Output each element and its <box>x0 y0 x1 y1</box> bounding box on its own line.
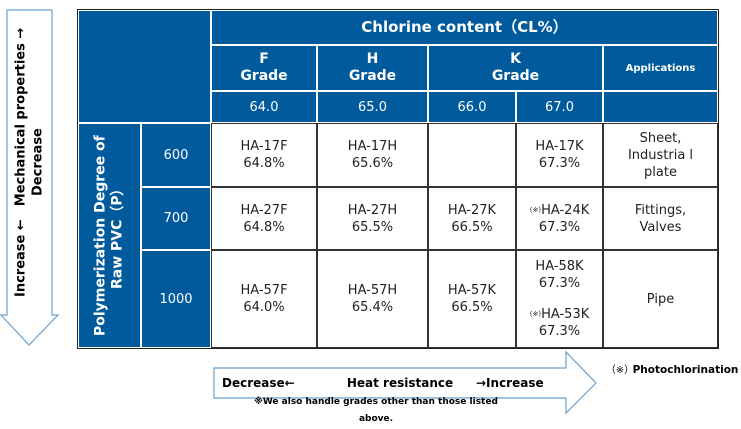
cell: (※)HA-24K 67.3% <box>516 187 603 250</box>
heat-increase-label: →Increase <box>476 375 544 390</box>
applications-header: Applications <box>603 45 718 91</box>
photochlorination-mark: (※) <box>529 310 542 318</box>
p-700: 700 <box>141 187 211 250</box>
cell: HA-17H 65.6% <box>317 123 428 187</box>
mechanical-arrow-shape <box>0 9 60 346</box>
grade-k-header: K Grade <box>428 45 603 91</box>
cell: HA-57F 64.0% <box>211 250 317 348</box>
cell: HA-27H 65.5% <box>317 187 428 250</box>
app-cell: Sheet, Industria l plate <box>603 123 718 187</box>
cl-h: 65.0 <box>317 91 428 123</box>
legend-photochlorination: Photochlorination <box>632 363 739 376</box>
app-cell: Fittings, Valves <box>603 187 718 250</box>
footnote: ※We also handle grades other than those … <box>254 397 498 424</box>
cell-empty <box>428 123 516 187</box>
mechanical-properties-label: Increase ← Mechanical properties → Decre… <box>13 27 46 298</box>
grade-h-header: H Grade <box>317 45 428 91</box>
cl-app-empty <box>603 91 718 123</box>
cell: HA-27F 64.8% <box>211 187 317 250</box>
chlorine-content-header: Chlorine content（CL%） <box>211 10 718 45</box>
corner-cell <box>78 10 211 123</box>
heat-arrow-shape <box>213 350 597 415</box>
p-600: 600 <box>141 123 211 187</box>
legend-mark: （※） <box>605 364 635 376</box>
cell: HA-57H 65.4% <box>317 250 428 348</box>
cell: HA-27K 66.5% <box>428 187 516 250</box>
heat-decrease-label: Decrease← <box>222 375 295 390</box>
cell: HA-17F 64.8% <box>211 123 317 187</box>
cell: HA-17K 67.3% <box>516 123 603 187</box>
polymerization-degree-header: Polymerization Degree of Raw PVC（P） <box>78 123 141 348</box>
cl-k67: 67.0 <box>516 91 603 123</box>
app-cell: Pipe <box>603 250 718 348</box>
cl-k66: 66.0 <box>428 91 516 123</box>
heat-resistance-label: Heat resistance <box>346 375 454 390</box>
p-1000: 1000 <box>141 250 211 348</box>
cell: HA-58K 67.3% (※)HA-53K 67.3% <box>516 250 603 348</box>
photochlorination-mark: (※) <box>529 205 542 214</box>
grade-f-header: F Grade <box>211 45 317 91</box>
cl-f: 64.0 <box>211 91 317 123</box>
cell: HA-57K 66.5% <box>428 250 516 348</box>
